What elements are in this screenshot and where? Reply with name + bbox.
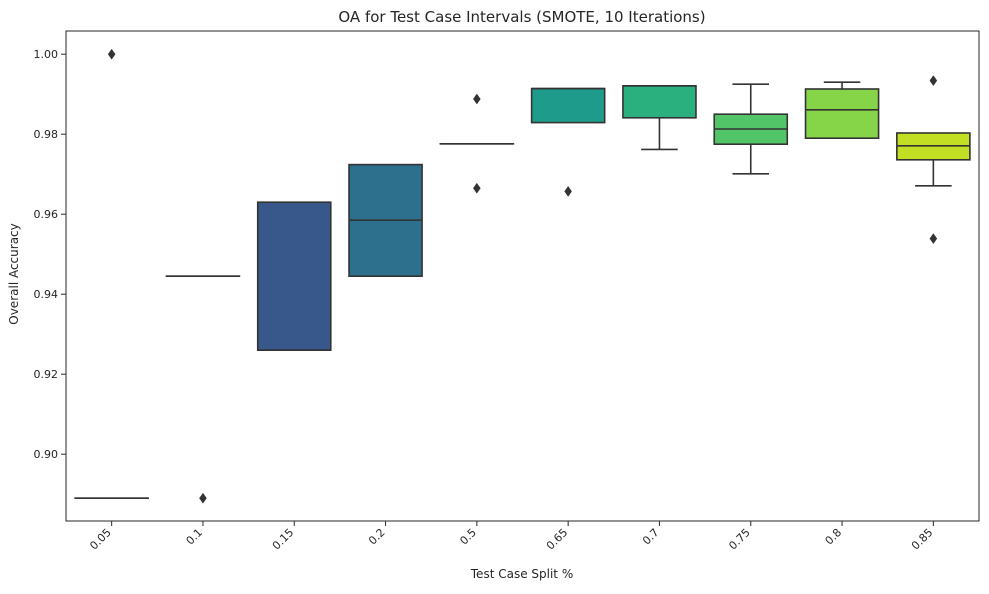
y-tick-label: 0.96 — [34, 208, 59, 221]
x-tick-label: 0.75 — [726, 526, 753, 553]
x-tick-label: 0.5 — [457, 526, 479, 548]
box-body — [532, 89, 605, 123]
box-outlier — [565, 186, 572, 196]
x-tick-label: 0.1 — [184, 526, 206, 548]
x-tick-label: 0.2 — [366, 526, 388, 548]
box-outlier — [199, 493, 206, 503]
box-outlier — [473, 183, 480, 193]
y-axis-label: Overall Accuracy — [7, 223, 21, 324]
chart-title: OA for Test Case Intervals (SMOTE, 10 It… — [338, 8, 705, 26]
y-tick-label: 1.00 — [34, 48, 59, 61]
box-body — [623, 86, 696, 118]
box-body — [258, 202, 331, 350]
x-tick-label: 0.7 — [640, 526, 662, 548]
plot-area: 0.90 0.92 0.94 0.96 0.98 1.00 0.05 0.1 0.15 0.2 0.… — [34, 48, 970, 552]
x-tick-label: 0.15 — [270, 526, 297, 553]
x-tick-label: 0.8 — [823, 526, 845, 548]
box-outlier — [930, 234, 937, 244]
x-axis-label: Test Case Split % — [470, 567, 573, 581]
x-tick-label: 0.85 — [909, 526, 936, 553]
y-tick-label: 0.94 — [34, 288, 59, 301]
y-tick-label: 0.98 — [34, 128, 59, 141]
box-body — [806, 89, 879, 138]
y-tick-label: 0.92 — [34, 368, 59, 381]
box-outlier — [108, 49, 115, 59]
x-tick-label: 0.65 — [544, 526, 571, 553]
x-tick-label: 0.05 — [87, 526, 114, 553]
box-outlier — [930, 76, 937, 86]
box-outlier — [473, 94, 480, 104]
y-tick-label: 0.90 — [34, 448, 59, 461]
